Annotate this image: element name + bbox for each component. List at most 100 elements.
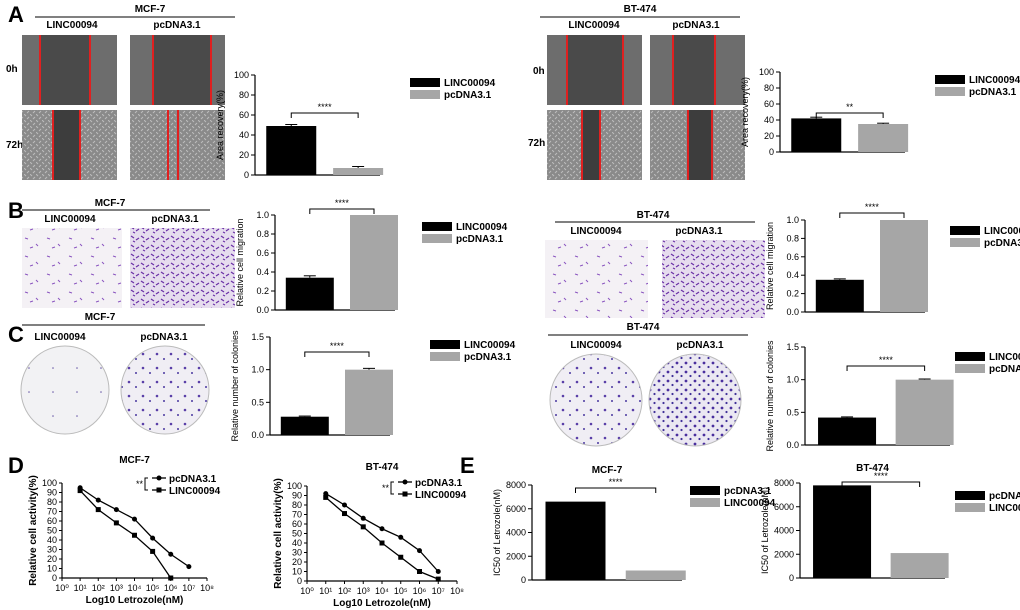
y-tick-label: 0.0 <box>786 307 799 317</box>
b-mcf7-group-linc: LINC00094 <box>44 214 96 225</box>
data-point <box>417 548 422 554</box>
x-tick-label: 10¹ <box>319 586 332 596</box>
wound-area <box>40 35 90 105</box>
data-point <box>168 575 174 581</box>
x-tick-label: 10⁶ <box>164 583 178 593</box>
y-tick-label: 0.6 <box>256 248 269 258</box>
bar-linc00094 <box>818 417 877 445</box>
significance-marker: **** <box>865 202 880 212</box>
data-point <box>113 520 119 526</box>
legend-label: LINC00094 <box>989 352 1020 363</box>
panel-label-a: A <box>8 2 24 27</box>
significance-bracket <box>304 351 370 357</box>
y-tick-label: 0.0 <box>256 305 269 315</box>
legend-swatch <box>422 234 452 243</box>
data-point <box>342 511 347 517</box>
wound-area <box>567 35 623 105</box>
significance-bracket <box>815 112 884 118</box>
legend-marker <box>156 475 162 481</box>
legend-label: pcDNA3.1 <box>415 478 463 489</box>
chart-e-bt474-ic50: 0 2000 4000 6000 8000 IC50 of Letrozole(nM) **… <box>760 463 1020 583</box>
data-point <box>323 494 329 500</box>
c-mcf7-group-pcdna: pcDNA3.1 <box>140 332 188 343</box>
a-mcf7-time-72h: 72h <box>6 140 23 151</box>
y-tick-label: 90 <box>292 491 302 501</box>
wound-area <box>153 35 211 105</box>
legend-swatch <box>690 498 720 507</box>
y-tick-label: 40 <box>47 535 57 545</box>
y-tick-label: 100 <box>42 478 57 488</box>
significance-marker: **** <box>318 102 333 112</box>
y-tick-label: 10 <box>292 567 302 577</box>
legend-marker <box>402 479 408 485</box>
legend-swatch <box>422 222 452 231</box>
y-tick-label: 2000 <box>506 551 526 561</box>
bar-pcdna31 <box>350 215 398 310</box>
legend-swatch <box>950 238 980 247</box>
y-tick-label: 1.0 <box>251 365 264 375</box>
series-line-linc00094 <box>79 490 172 579</box>
panel-label-b: B <box>8 198 24 223</box>
significance-marker: ** <box>382 483 390 493</box>
significance-marker: ** <box>136 479 144 489</box>
y-tick-label: 10 <box>47 564 57 574</box>
b-bt474-group-pcdna: pcDNA3.1 <box>675 226 723 237</box>
wound-area <box>688 110 712 180</box>
transwell-image <box>545 240 648 318</box>
a-mcf7-title: MCF-7 <box>135 4 166 15</box>
significance-marker: **** <box>609 477 624 487</box>
bar-pcdna31 <box>880 220 928 312</box>
x-axis-label: Log10 Letrozole(nM) <box>333 598 431 609</box>
y-tick-label: 1.0 <box>256 210 269 220</box>
significance-marker: **** <box>335 198 350 208</box>
legend-label: pcDNA3.1 <box>169 474 217 485</box>
significance-marker: **** <box>874 471 889 481</box>
bar-linc00094 <box>815 279 864 312</box>
x-tick-label: 10⁰ <box>55 583 69 593</box>
significance-bracket <box>841 481 921 487</box>
a-bt474-time-72h: 72h <box>528 138 545 149</box>
y-tick-label: 80 <box>47 497 57 507</box>
chart-b-bt474-migration: 0.0 0.2 0.4 0.6 0.8 1.0 Relative cell migratio… <box>765 202 1020 317</box>
significance-bracket <box>390 481 394 495</box>
colony-dish <box>120 345 210 435</box>
c-bt474-group-pcdna: pcDNA3.1 <box>676 340 724 351</box>
legend-label: pcDNA3.1 <box>984 238 1020 249</box>
y-tick-label: 90 <box>47 488 57 498</box>
y-tick-label: 0.2 <box>256 286 269 296</box>
y-tick-label: 70 <box>47 507 57 517</box>
legend-swatch <box>410 90 440 99</box>
legend-swatch <box>955 491 985 500</box>
data-point <box>186 564 192 570</box>
y-tick-label: 20 <box>239 150 249 160</box>
c-bt474-group-linc: LINC00094 <box>570 340 622 351</box>
data-point <box>95 497 101 503</box>
series-line-linc00094 <box>325 496 439 580</box>
legend-swatch <box>950 226 980 235</box>
y-tick-label: 1.0 <box>786 215 799 225</box>
bar-linc00094 <box>280 416 329 435</box>
data-point <box>398 554 404 560</box>
chart-e-mcf7-ic50: 0 2000 4000 6000 8000 IC50 of Letrozole(nM) **… <box>492 465 776 585</box>
transwell-image <box>662 240 765 318</box>
chart-a-bt474-area-recovery: 0 20 40 60 80 100 Area recovery(%) ** LINC00094p… <box>740 67 1020 157</box>
wound-area <box>673 35 715 105</box>
y-tick-label: 60 <box>764 99 774 109</box>
data-point <box>132 532 137 538</box>
y-tick-label: 20 <box>47 554 57 564</box>
a-mcf7-group-linc: LINC00094 <box>46 20 98 31</box>
y-axis-label: Relative number of colonies <box>765 340 775 452</box>
y-tick-label: 0.5 <box>251 397 264 407</box>
legend-marker <box>402 491 408 497</box>
y-axis-label: Relative cell migration <box>765 222 775 310</box>
bar-pcdna31 <box>858 124 909 152</box>
y-tick-label: 0.0 <box>786 440 799 450</box>
b-bt474-title: BT-474 <box>637 210 670 221</box>
y-tick-label: 1.0 <box>786 375 799 385</box>
y-tick-label: 100 <box>234 70 249 80</box>
legend-swatch <box>955 503 985 512</box>
legend-label: LINC00094 <box>456 222 508 233</box>
significance-bracket <box>309 208 375 214</box>
